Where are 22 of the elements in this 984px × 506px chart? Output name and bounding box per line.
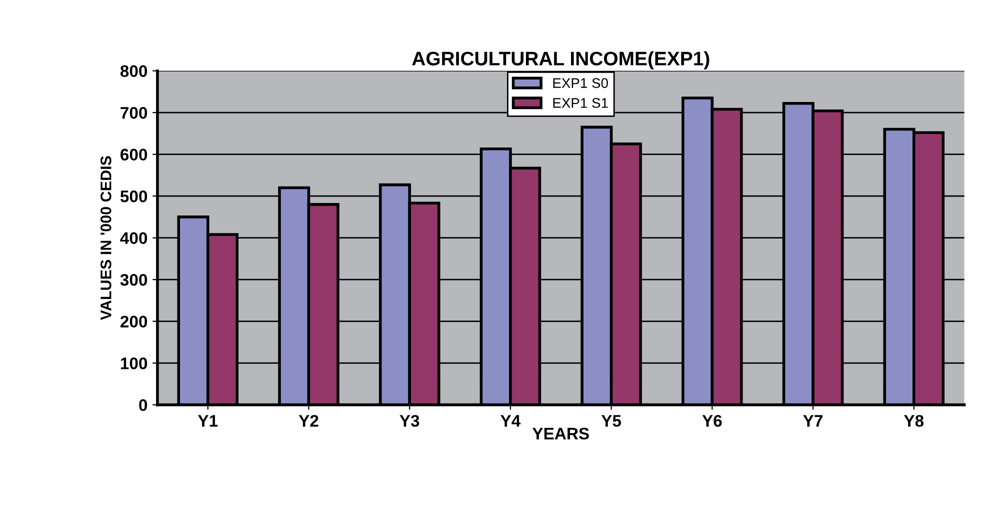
x-tick-label: Y3 — [400, 414, 420, 427]
legend-label: EXP1 S0 — [553, 78, 608, 88]
legend-label: EXP1 S1 — [553, 98, 608, 108]
y-tick-label: 100 — [120, 357, 148, 370]
chart-title: AGRICULTURAL INCOME(EXP1) — [412, 51, 710, 70]
x-axis-title: YEARS — [532, 428, 589, 440]
x-tick-label: Y7 — [803, 415, 822, 427]
y-tick-label: 700 — [120, 106, 148, 119]
x-tick-label: Y4 — [500, 415, 521, 427]
x-tick-label: Y6 — [702, 414, 722, 427]
y-tick-label: 300 — [120, 274, 148, 286]
y-tick-label: 200 — [120, 316, 148, 328]
x-tick-label: Y5 — [601, 415, 622, 427]
x-tick-label: Y8 — [904, 414, 924, 427]
y-tick-label: 400 — [120, 232, 148, 244]
y-tick-label: 500 — [120, 190, 148, 202]
x-tick-label: Y1 — [198, 415, 218, 427]
y-tick-label: 600 — [120, 148, 148, 161]
y-tick-label: 800 — [120, 65, 148, 78]
y-tick-label: 0 — [139, 399, 148, 412]
y-axis-title: VALUES IN '000 CEDIS — [100, 156, 112, 320]
x-tick-label: Y2 — [298, 414, 318, 427]
